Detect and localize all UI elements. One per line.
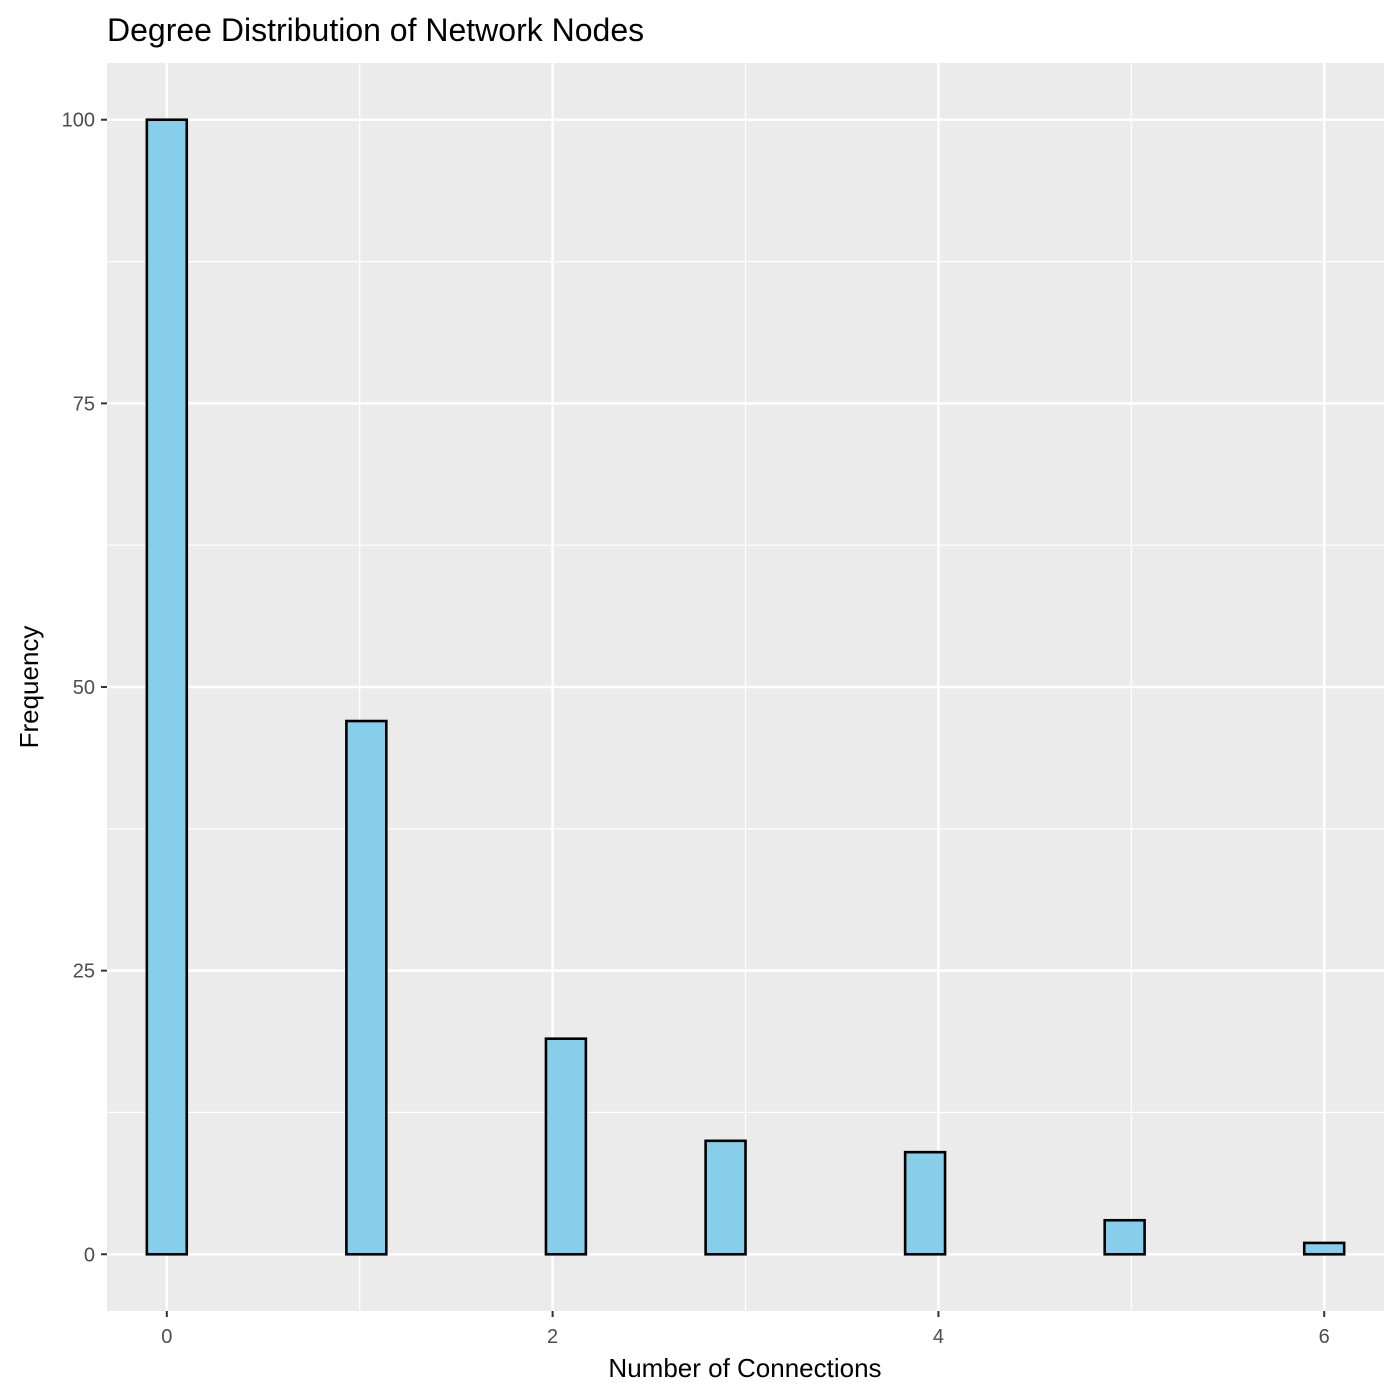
x-tick-label: 4 — [933, 1326, 944, 1348]
histogram-bar — [1103, 1218, 1146, 1256]
x-axis-title: Number of Connections — [608, 1353, 881, 1383]
y-axis-title: Frequency — [14, 626, 44, 749]
y-tick-label: 100 — [62, 110, 95, 132]
x-tick-label: 6 — [1319, 1326, 1330, 1348]
histogram-bar — [145, 118, 189, 1256]
x-tick-label: 2 — [547, 1326, 558, 1348]
histogram-bars — [145, 118, 1346, 1256]
y-tick-label: 75 — [73, 393, 95, 415]
histogram-bar — [544, 1037, 588, 1256]
histogram-bar — [903, 1150, 947, 1256]
x-axis: 0 2 4 6 — [161, 1311, 1330, 1348]
x-tick-label: 0 — [161, 1326, 172, 1348]
chart-title: Degree Distribution of Network Nodes — [107, 12, 644, 48]
histogram-bar — [704, 1139, 747, 1256]
y-axis: 0 25 50 75 100 — [62, 110, 107, 1266]
y-tick-label: 50 — [73, 677, 95, 699]
histogram-bar — [345, 719, 388, 1256]
y-tick-label: 25 — [73, 961, 95, 983]
y-tick-label: 0 — [84, 1244, 95, 1266]
histogram-bar — [1302, 1241, 1346, 1256]
